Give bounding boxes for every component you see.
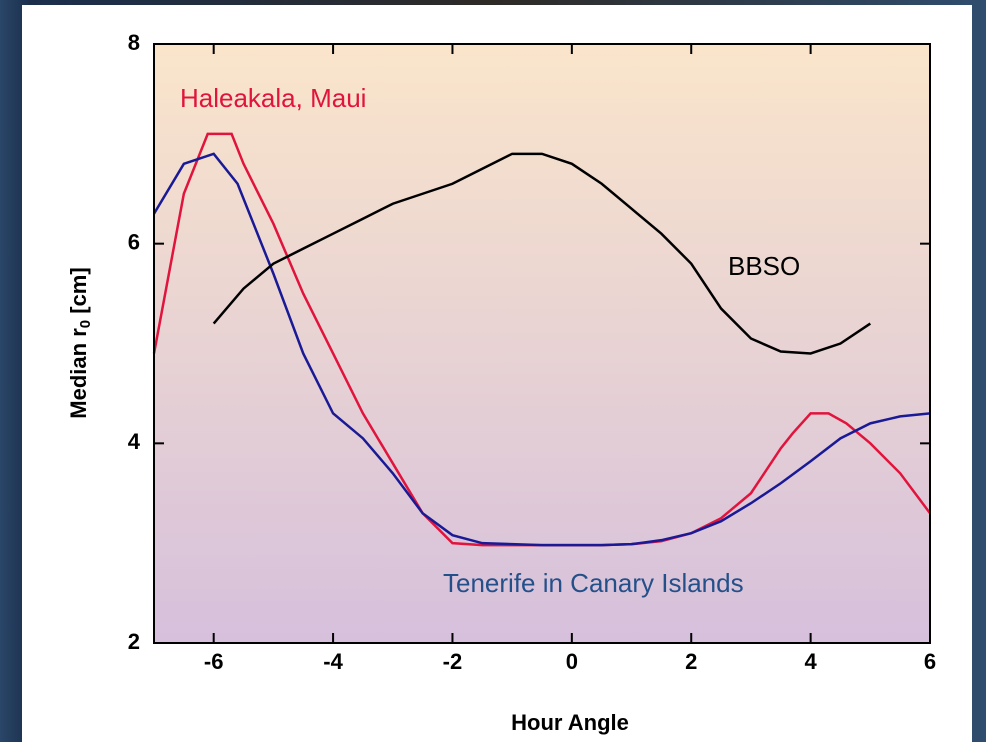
y-tick-label: 2 — [128, 629, 140, 654]
x-axis-label: Hour Angle — [511, 710, 629, 735]
y-label-sub: 0 — [77, 320, 94, 328]
x-tick-label: -4 — [323, 649, 343, 674]
series-line — [212, 152, 872, 355]
y-axis-label: Median r0 [cm] — [66, 267, 94, 418]
series-label: Haleakala, Maui — [180, 83, 366, 113]
x-tick-label: 6 — [924, 649, 936, 674]
x-tick-label: 4 — [804, 649, 817, 674]
series-label: Tenerife in Canary Islands — [443, 568, 744, 598]
y-label-main: Median r — [66, 328, 91, 419]
x-tick-label: 0 — [566, 649, 578, 674]
x-tick-label: 2 — [685, 649, 697, 674]
series-line — [152, 152, 931, 547]
y-tick-label: 4 — [128, 429, 141, 454]
plot-frame — [153, 43, 931, 644]
y-tick-label: 8 — [128, 30, 140, 55]
series-label: BBSO — [728, 251, 800, 281]
x-tick-label: -6 — [204, 649, 224, 674]
plot-area — [154, 44, 930, 643]
y-tick-label: 6 — [128, 229, 140, 254]
x-tick-label: -2 — [443, 649, 463, 674]
y-label-unit: [cm] — [66, 267, 91, 320]
